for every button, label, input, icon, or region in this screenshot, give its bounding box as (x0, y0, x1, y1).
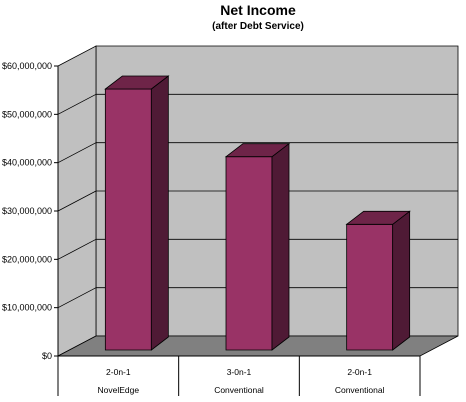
y-tick-label: $20,000,000 (2, 254, 52, 264)
category-label: 2-0n-1 (106, 367, 131, 377)
y-tick-label: $50,000,000 (2, 109, 52, 119)
gridline-side (57, 238, 97, 260)
y-tick-label: $10,000,000 (2, 303, 52, 313)
y-tick-label: $60,000,000 (2, 61, 52, 71)
bar-side (271, 142, 290, 351)
bar-top (345, 210, 411, 225)
category-sublabel: Conventional (214, 385, 264, 395)
plot-area: $0 $10,000,000 $20,000,000 $30,000,000 $40,0… (2, 45, 459, 396)
y-tick-label: $0 (42, 351, 52, 361)
bar-side (150, 75, 169, 351)
bar-top (224, 143, 291, 158)
category-sublabel: NovelEdge (98, 385, 140, 395)
gridline-side (57, 190, 97, 212)
bar (104, 88, 152, 351)
gridline-side (57, 93, 97, 115)
bar (346, 223, 394, 351)
y-tick-label: $30,000,000 (2, 206, 52, 216)
category-sublabel: Conventional (335, 385, 385, 395)
chart-subtitle: (after Debt Service) (212, 21, 304, 32)
bar-top (104, 75, 170, 90)
category-label: 3-0n-1 (227, 367, 252, 377)
category-label: 2-0n-1 (347, 367, 372, 377)
bar (225, 156, 273, 351)
gridline-side (57, 287, 97, 309)
y-tick-label: $40,000,000 (2, 158, 52, 168)
chart-title: Net Income (220, 2, 296, 18)
gridline-side (57, 142, 97, 164)
bar-side (392, 210, 411, 351)
